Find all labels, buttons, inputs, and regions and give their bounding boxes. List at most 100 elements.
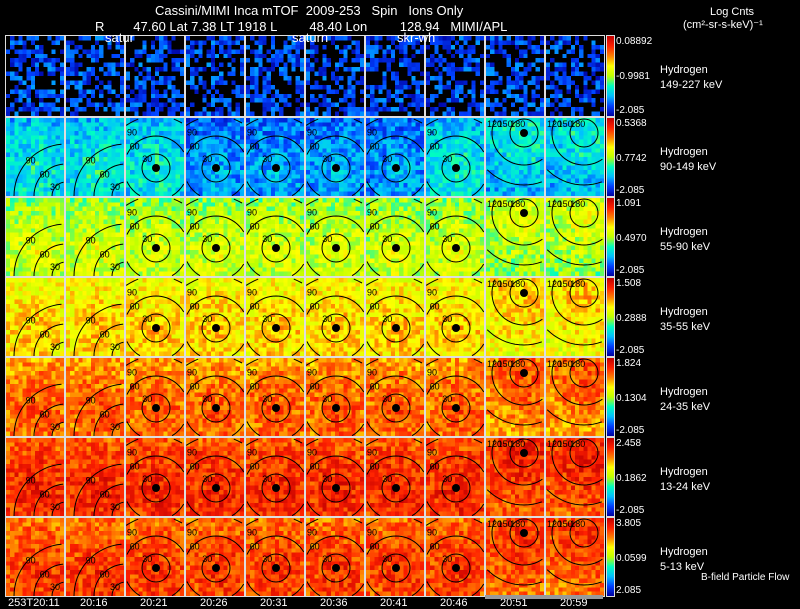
colorbar-cmid-label: 0.7742 bbox=[616, 153, 647, 164]
contour-line bbox=[426, 261, 441, 276]
contour-label: 60 bbox=[190, 542, 200, 552]
contour-line bbox=[381, 553, 411, 583]
contour-line bbox=[306, 501, 321, 516]
contour-label: 90 bbox=[367, 208, 377, 218]
contour-label: 90 bbox=[247, 528, 257, 538]
contour-line bbox=[366, 198, 379, 206]
contour-line bbox=[293, 118, 303, 124]
contour-line bbox=[111, 501, 124, 516]
contour-line bbox=[186, 421, 201, 436]
contour-line bbox=[13, 143, 62, 196]
field-direction-marker bbox=[212, 564, 220, 572]
contour-label: 30 bbox=[110, 422, 120, 432]
contour-line bbox=[186, 581, 201, 596]
contour-line bbox=[233, 198, 243, 204]
contour-line bbox=[411, 423, 424, 436]
contour-line bbox=[246, 215, 304, 235]
field-direction-marker bbox=[212, 484, 220, 492]
contour-line bbox=[126, 518, 139, 526]
row-energy-label: 13-24 keV bbox=[660, 481, 711, 493]
contour-line bbox=[293, 518, 303, 524]
heatmap-cells bbox=[486, 518, 544, 596]
contour-label: 90 bbox=[307, 208, 317, 218]
contour-line bbox=[546, 489, 602, 506]
heatmap-panel: 30 60 90 bbox=[5, 117, 65, 197]
contour-label: 60 bbox=[40, 410, 50, 420]
contour-line bbox=[186, 135, 244, 155]
contour-line bbox=[441, 153, 471, 183]
heatmap-panel: 30 60 90 bbox=[305, 277, 365, 357]
contour-line bbox=[353, 358, 363, 364]
heatmap-cells bbox=[246, 198, 304, 276]
contour-label: 60 bbox=[190, 382, 200, 392]
contour-line bbox=[246, 375, 304, 395]
contour-line bbox=[473, 518, 483, 524]
contour-line bbox=[51, 261, 64, 276]
colorbar-cmax-label: 1.091 bbox=[616, 198, 642, 209]
field-direction-marker bbox=[272, 324, 280, 332]
chart-title: Cassini/MIMI Inca mTOF 2009-253 Spin Ion… bbox=[155, 3, 464, 18]
field-direction-marker bbox=[272, 164, 280, 172]
colorbar-cmax-label: 2.458 bbox=[616, 438, 642, 449]
contour-line bbox=[306, 278, 319, 286]
contour-label: 180 bbox=[570, 359, 585, 369]
contour-label: 60 bbox=[100, 250, 110, 260]
contour-line bbox=[293, 278, 303, 284]
contour-line bbox=[246, 535, 304, 555]
contour-label: 120 bbox=[547, 199, 562, 209]
contour-line bbox=[13, 543, 62, 596]
contour-line bbox=[353, 278, 363, 284]
contour-line bbox=[51, 581, 64, 596]
contour-label: 90 bbox=[26, 316, 36, 326]
contour-line bbox=[291, 583, 304, 596]
heatmap-cells bbox=[246, 278, 304, 356]
contour-label: 180 bbox=[570, 119, 585, 129]
contour-line bbox=[366, 375, 424, 395]
contour-line bbox=[306, 295, 364, 315]
ephemeris-line: R 47.60 Lat 7.38 LT 1918 L 48.40 Lon 128… bbox=[95, 19, 508, 34]
heatmap-cells bbox=[546, 278, 604, 356]
contour-line bbox=[126, 358, 139, 366]
contour-line bbox=[509, 358, 539, 388]
contour-line bbox=[441, 553, 471, 583]
heatmap-cells bbox=[546, 518, 604, 596]
heatmap-panel: 30 60 90 bbox=[125, 357, 185, 437]
contour-label: 90 bbox=[247, 368, 257, 378]
colorbar bbox=[606, 197, 615, 277]
contour-line bbox=[426, 181, 441, 196]
contour-line bbox=[186, 181, 201, 196]
colorbar bbox=[606, 117, 615, 197]
contour-label: 90 bbox=[86, 476, 96, 486]
contour-line bbox=[321, 233, 351, 263]
contour-line bbox=[411, 183, 424, 196]
heatmap-cells bbox=[306, 278, 364, 356]
units-label: Log Cnts bbox=[710, 6, 755, 18]
contour-line bbox=[491, 519, 543, 566]
contour-line bbox=[353, 118, 363, 124]
contour-label: 150 bbox=[498, 359, 513, 369]
contour-line bbox=[126, 438, 139, 446]
contour-label: 60 bbox=[310, 302, 320, 312]
contour-label: 90 bbox=[187, 128, 197, 138]
contour-label: 30 bbox=[202, 154, 212, 164]
contour-label: 150 bbox=[558, 279, 573, 289]
field-direction-marker bbox=[152, 484, 160, 492]
colorbar-cmin-label: -2.085 bbox=[616, 105, 645, 116]
heatmap-panel bbox=[185, 35, 245, 117]
heatmap-panel: 180 150 120 bbox=[545, 357, 605, 437]
contour-label: 30 bbox=[442, 234, 452, 244]
contour-label: 30 bbox=[110, 182, 120, 192]
contour-label: 60 bbox=[130, 462, 140, 472]
contour-line bbox=[381, 313, 411, 343]
field-direction-marker bbox=[212, 404, 220, 412]
contour-line bbox=[569, 198, 599, 228]
heatmap-cells bbox=[126, 36, 184, 116]
contour-line bbox=[426, 135, 484, 155]
heatmap-panel: 30 60 90 bbox=[65, 117, 125, 197]
contour-label: 60 bbox=[430, 382, 440, 392]
contour-label: 90 bbox=[427, 288, 437, 298]
